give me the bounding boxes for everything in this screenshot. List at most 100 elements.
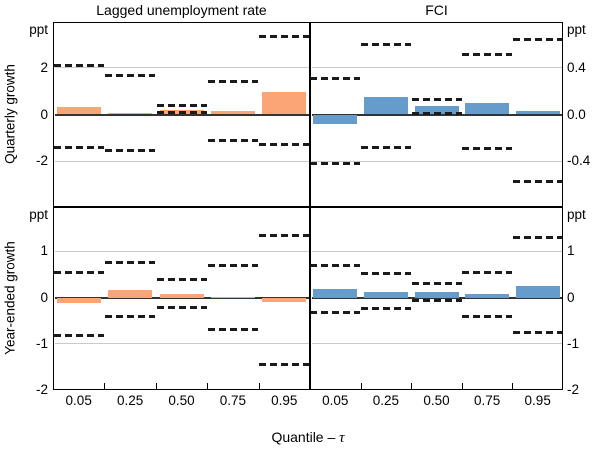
ci-lower-dash (411, 299, 462, 303)
x-tick-label: 0.50 (423, 393, 450, 408)
bar (414, 106, 459, 115)
y-tick-label: 0.0 (567, 106, 586, 122)
x-tick-label: 0.05 (322, 393, 349, 408)
ci-lower-dash (512, 330, 563, 334)
x-tick-mark (360, 383, 362, 389)
ci-lower-dash (512, 179, 563, 183)
ci-lower-dash (53, 145, 104, 149)
gridline (311, 67, 562, 69)
y-tick-label: 0 (40, 106, 48, 122)
gridline (54, 250, 309, 252)
ci-lower-dash (259, 143, 310, 147)
ci-lower-dash (207, 138, 258, 142)
ci-lower-dash (156, 306, 207, 310)
ci-upper-dash (156, 278, 207, 282)
bar (465, 102, 510, 115)
x-tick-mark (258, 383, 260, 389)
ci-upper-dash (207, 80, 258, 84)
ci-lower-dash (360, 145, 411, 149)
ci-lower-dash (310, 311, 361, 315)
ci-lower-dash (310, 162, 361, 166)
ci-lower-dash (411, 111, 462, 115)
ci-upper-dash (462, 53, 513, 57)
bar (313, 114, 358, 124)
bar (465, 293, 510, 298)
x-tick-label: 0.95 (271, 393, 298, 408)
y-tick-label: 0 (40, 289, 48, 305)
unit-label: ppt (567, 207, 586, 222)
x-tick-mark (461, 383, 463, 389)
y-tick-label: -1 (567, 335, 580, 351)
ci-lower-dash (259, 362, 310, 366)
x-tick-mark (411, 383, 413, 389)
y-tick-label: -2 (567, 382, 580, 397)
bar (210, 110, 255, 115)
gridline (54, 67, 309, 69)
ci-lower-dash (156, 110, 207, 114)
ci-lower-dash (207, 327, 258, 331)
ci-upper-dash (512, 38, 563, 42)
x-axis-label: Quantile – τ (108, 429, 508, 447)
x-tick-mark (104, 383, 106, 389)
ci-upper-dash (512, 236, 563, 239)
bar (262, 92, 307, 115)
bar (363, 292, 408, 298)
bar (56, 297, 101, 304)
ci-upper-dash (156, 103, 207, 107)
gridline (311, 343, 562, 345)
gridline (311, 250, 562, 252)
gridline (54, 343, 309, 345)
y-tick-label: 1 (567, 243, 575, 259)
gridline (54, 160, 309, 162)
bar (363, 96, 408, 115)
bar (414, 291, 459, 298)
ci-upper-dash (259, 34, 310, 38)
x-tick-mark (207, 383, 209, 389)
ci-lower-dash (462, 314, 513, 318)
x-tick-label: 0.95 (524, 393, 551, 408)
zero-line (54, 296, 309, 299)
y-tick-label: 0.4 (567, 59, 586, 75)
x-tick-mark (512, 383, 514, 389)
bar (515, 286, 560, 298)
ci-upper-dash (105, 260, 156, 264)
ci-upper-dash (105, 74, 156, 78)
panel-quarterly-fci (310, 22, 563, 207)
ci-upper-dash (462, 270, 513, 274)
y-tick-label: 0 (567, 289, 575, 305)
x-tick-mark (155, 383, 157, 389)
bar (262, 297, 307, 303)
bar (159, 294, 204, 298)
gridline (311, 160, 562, 162)
x-tick-label: 0.50 (168, 393, 195, 408)
panel-year-ended-fci (310, 207, 563, 390)
unit-label: ppt (29, 22, 48, 37)
panel-quarterly-lagged-unemployment (53, 22, 310, 207)
ci-lower-dash (105, 149, 156, 153)
y-tick-label: -0.4 (567, 153, 591, 169)
unit-label: ppt (29, 207, 48, 222)
ci-upper-dash (360, 272, 411, 276)
y-tick-label: 2 (40, 59, 48, 75)
bar (515, 110, 560, 115)
ci-upper-dash (310, 264, 361, 268)
bar (108, 289, 153, 298)
x-tick-label: 0.75 (219, 393, 247, 408)
ci-upper-dash (53, 63, 104, 67)
ci-lower-dash (53, 333, 104, 337)
y-tick-label: -1 (35, 335, 48, 351)
panel-year-ended-lagged-unemployment (53, 207, 310, 390)
x-axis-label-text: Quantile – (271, 429, 340, 445)
x-axis-label-tau-symbol: τ (339, 430, 345, 446)
bar (108, 113, 153, 115)
x-tick-label: 0.05 (65, 393, 92, 408)
unit-label: ppt (567, 22, 586, 37)
y-tick-label: -2 (35, 382, 48, 397)
zero-line (311, 296, 562, 299)
ci-upper-dash (411, 97, 462, 101)
zero-line (54, 113, 309, 116)
bar (56, 107, 101, 115)
ci-upper-dash (53, 270, 104, 274)
ci-lower-dash (105, 314, 156, 318)
y-tick-label: 1 (40, 243, 48, 259)
